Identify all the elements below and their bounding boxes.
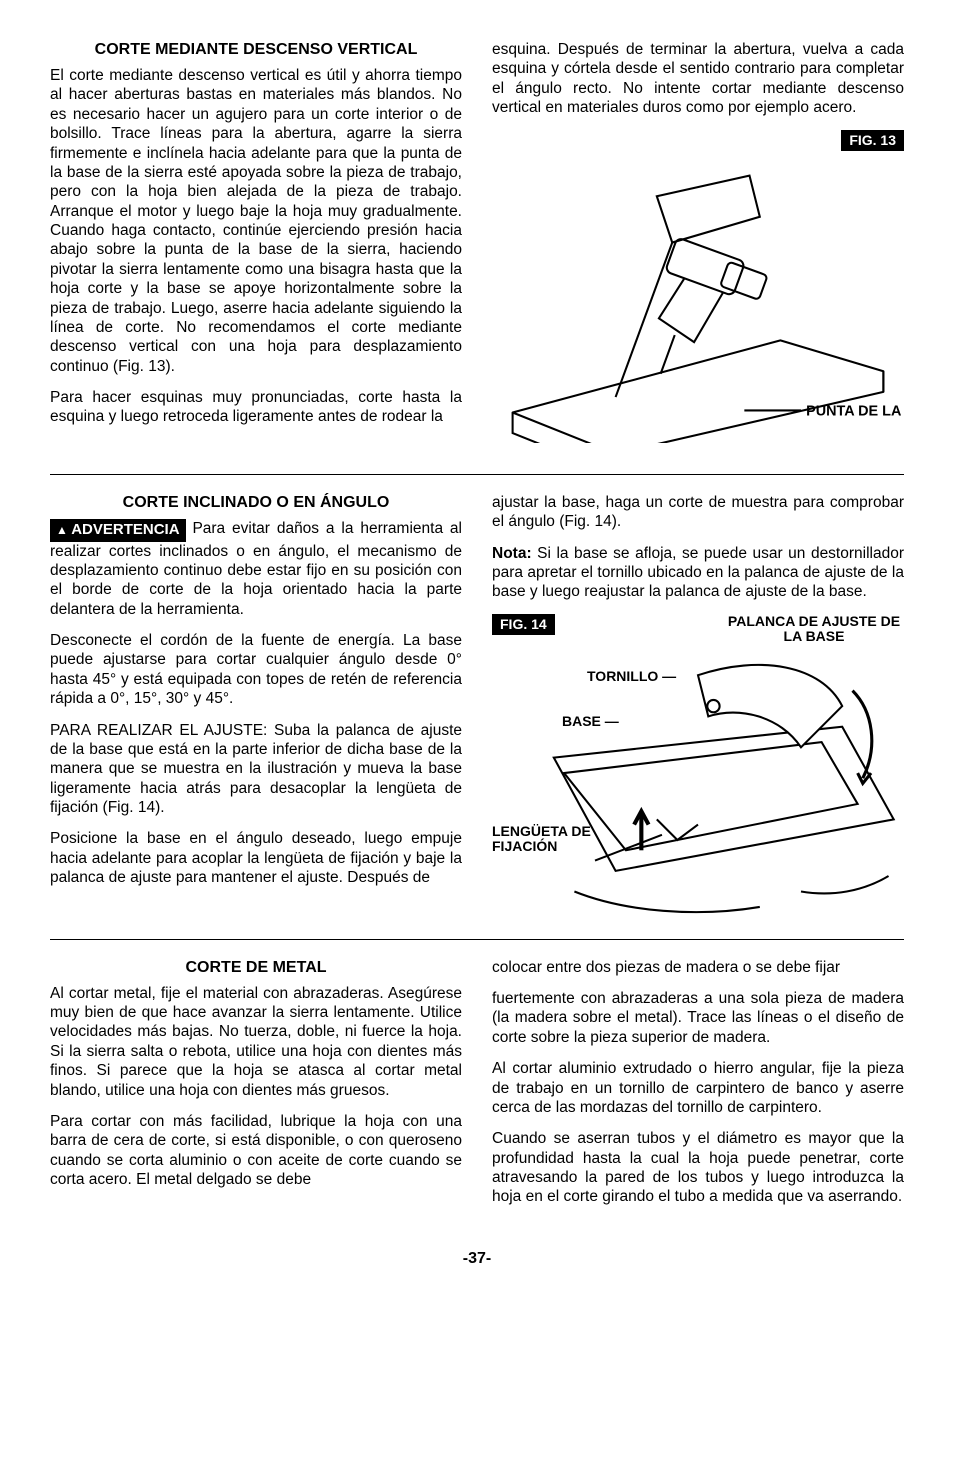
section1-heading: CORTE MEDIANTE DESCENSO VERTICAL: [50, 40, 462, 60]
fig13-illustration: PUNTA DE LA BASE: [492, 155, 904, 443]
section1-para2: Para hacer esquinas muy pronunciadas, co…: [50, 388, 462, 427]
section2-para6: Nota: Si la base se afloja, se puede usa…: [492, 544, 904, 602]
section3-para5: Al cortar aluminio extrudado o hierro an…: [492, 1059, 904, 1117]
section1-right-col: esquina. Después de terminar la abertura…: [492, 40, 904, 449]
section1-para1: El corte mediante descenso vertical es ú…: [50, 66, 462, 376]
section3-para1: Al cortar metal, fije el material con ab…: [50, 984, 462, 1100]
section2-heading: CORTE INCLINADO O EN ÁNGULO: [50, 493, 462, 513]
warning-badge: ADVERTENCIA: [50, 519, 186, 542]
section2-left-col: CORTE INCLINADO O EN ÁNGULO ADVERTENCIA …: [50, 493, 462, 914]
note-label: Nota:: [492, 545, 532, 562]
figure-13: FIG. 13: [492, 130, 904, 449]
section1-para3: esquina. Después de terminar la abertura…: [492, 40, 904, 118]
section3-para3: colocar entre dos piezas de madera o se …: [492, 958, 904, 977]
section2-right-col: ajustar la base, haga un corte de muestr…: [492, 493, 904, 914]
section1-left-col: CORTE MEDIANTE DESCENSO VERTICAL El cort…: [50, 40, 462, 449]
section-corte-inclinado: CORTE INCLINADO O EN ÁNGULO ADVERTENCIA …: [50, 493, 904, 914]
section-corte-vertical: CORTE MEDIANTE DESCENSO VERTICAL El cort…: [50, 40, 904, 449]
section3-para2: Para cortar con más facilidad, lubrique …: [50, 1112, 462, 1190]
section-corte-metal: CORTE DE METAL Al cortar metal, fije el …: [50, 958, 904, 1219]
page-number: -37-: [50, 1249, 904, 1269]
section2-para2: Desconecte el cordón de la fuente de ene…: [50, 631, 462, 709]
fig13-caption: PUNTA DE LA BASE: [806, 404, 904, 420]
fig13-label: FIG. 13: [841, 130, 904, 152]
divider-1: [50, 474, 904, 475]
section2-para5: ajustar la base, haga un corte de muestr…: [492, 493, 904, 532]
section3-para4: fuertemente con abrazaderas a una sola p…: [492, 989, 904, 1047]
section3-para6: Cuando se aserran tubos y el diámetro es…: [492, 1129, 904, 1207]
fig14-label: FIG. 14: [492, 614, 555, 636]
section2-para4: Posicione la base en el ángulo deseado, …: [50, 829, 462, 887]
section3-heading: CORTE DE METAL: [50, 958, 462, 978]
section3-left-col: CORTE DE METAL Al cortar metal, fije el …: [50, 958, 462, 1219]
section2-para3: PARA REALIZAR EL AJUSTE: Suba la palanca…: [50, 721, 462, 818]
figure-14: FIG. 14 PALANCA DE AJUSTE DE LA BASE TOR…: [492, 614, 904, 914]
section3-right-col: colocar entre dos piezas de madera o se …: [492, 958, 904, 1219]
section2-para6-text: Si la base se afloja, se puede usar un d…: [492, 545, 904, 601]
fig14-illustration: [492, 634, 904, 943]
section2-para1: ADVERTENCIA Para evitar daños a la herra…: [50, 519, 462, 619]
